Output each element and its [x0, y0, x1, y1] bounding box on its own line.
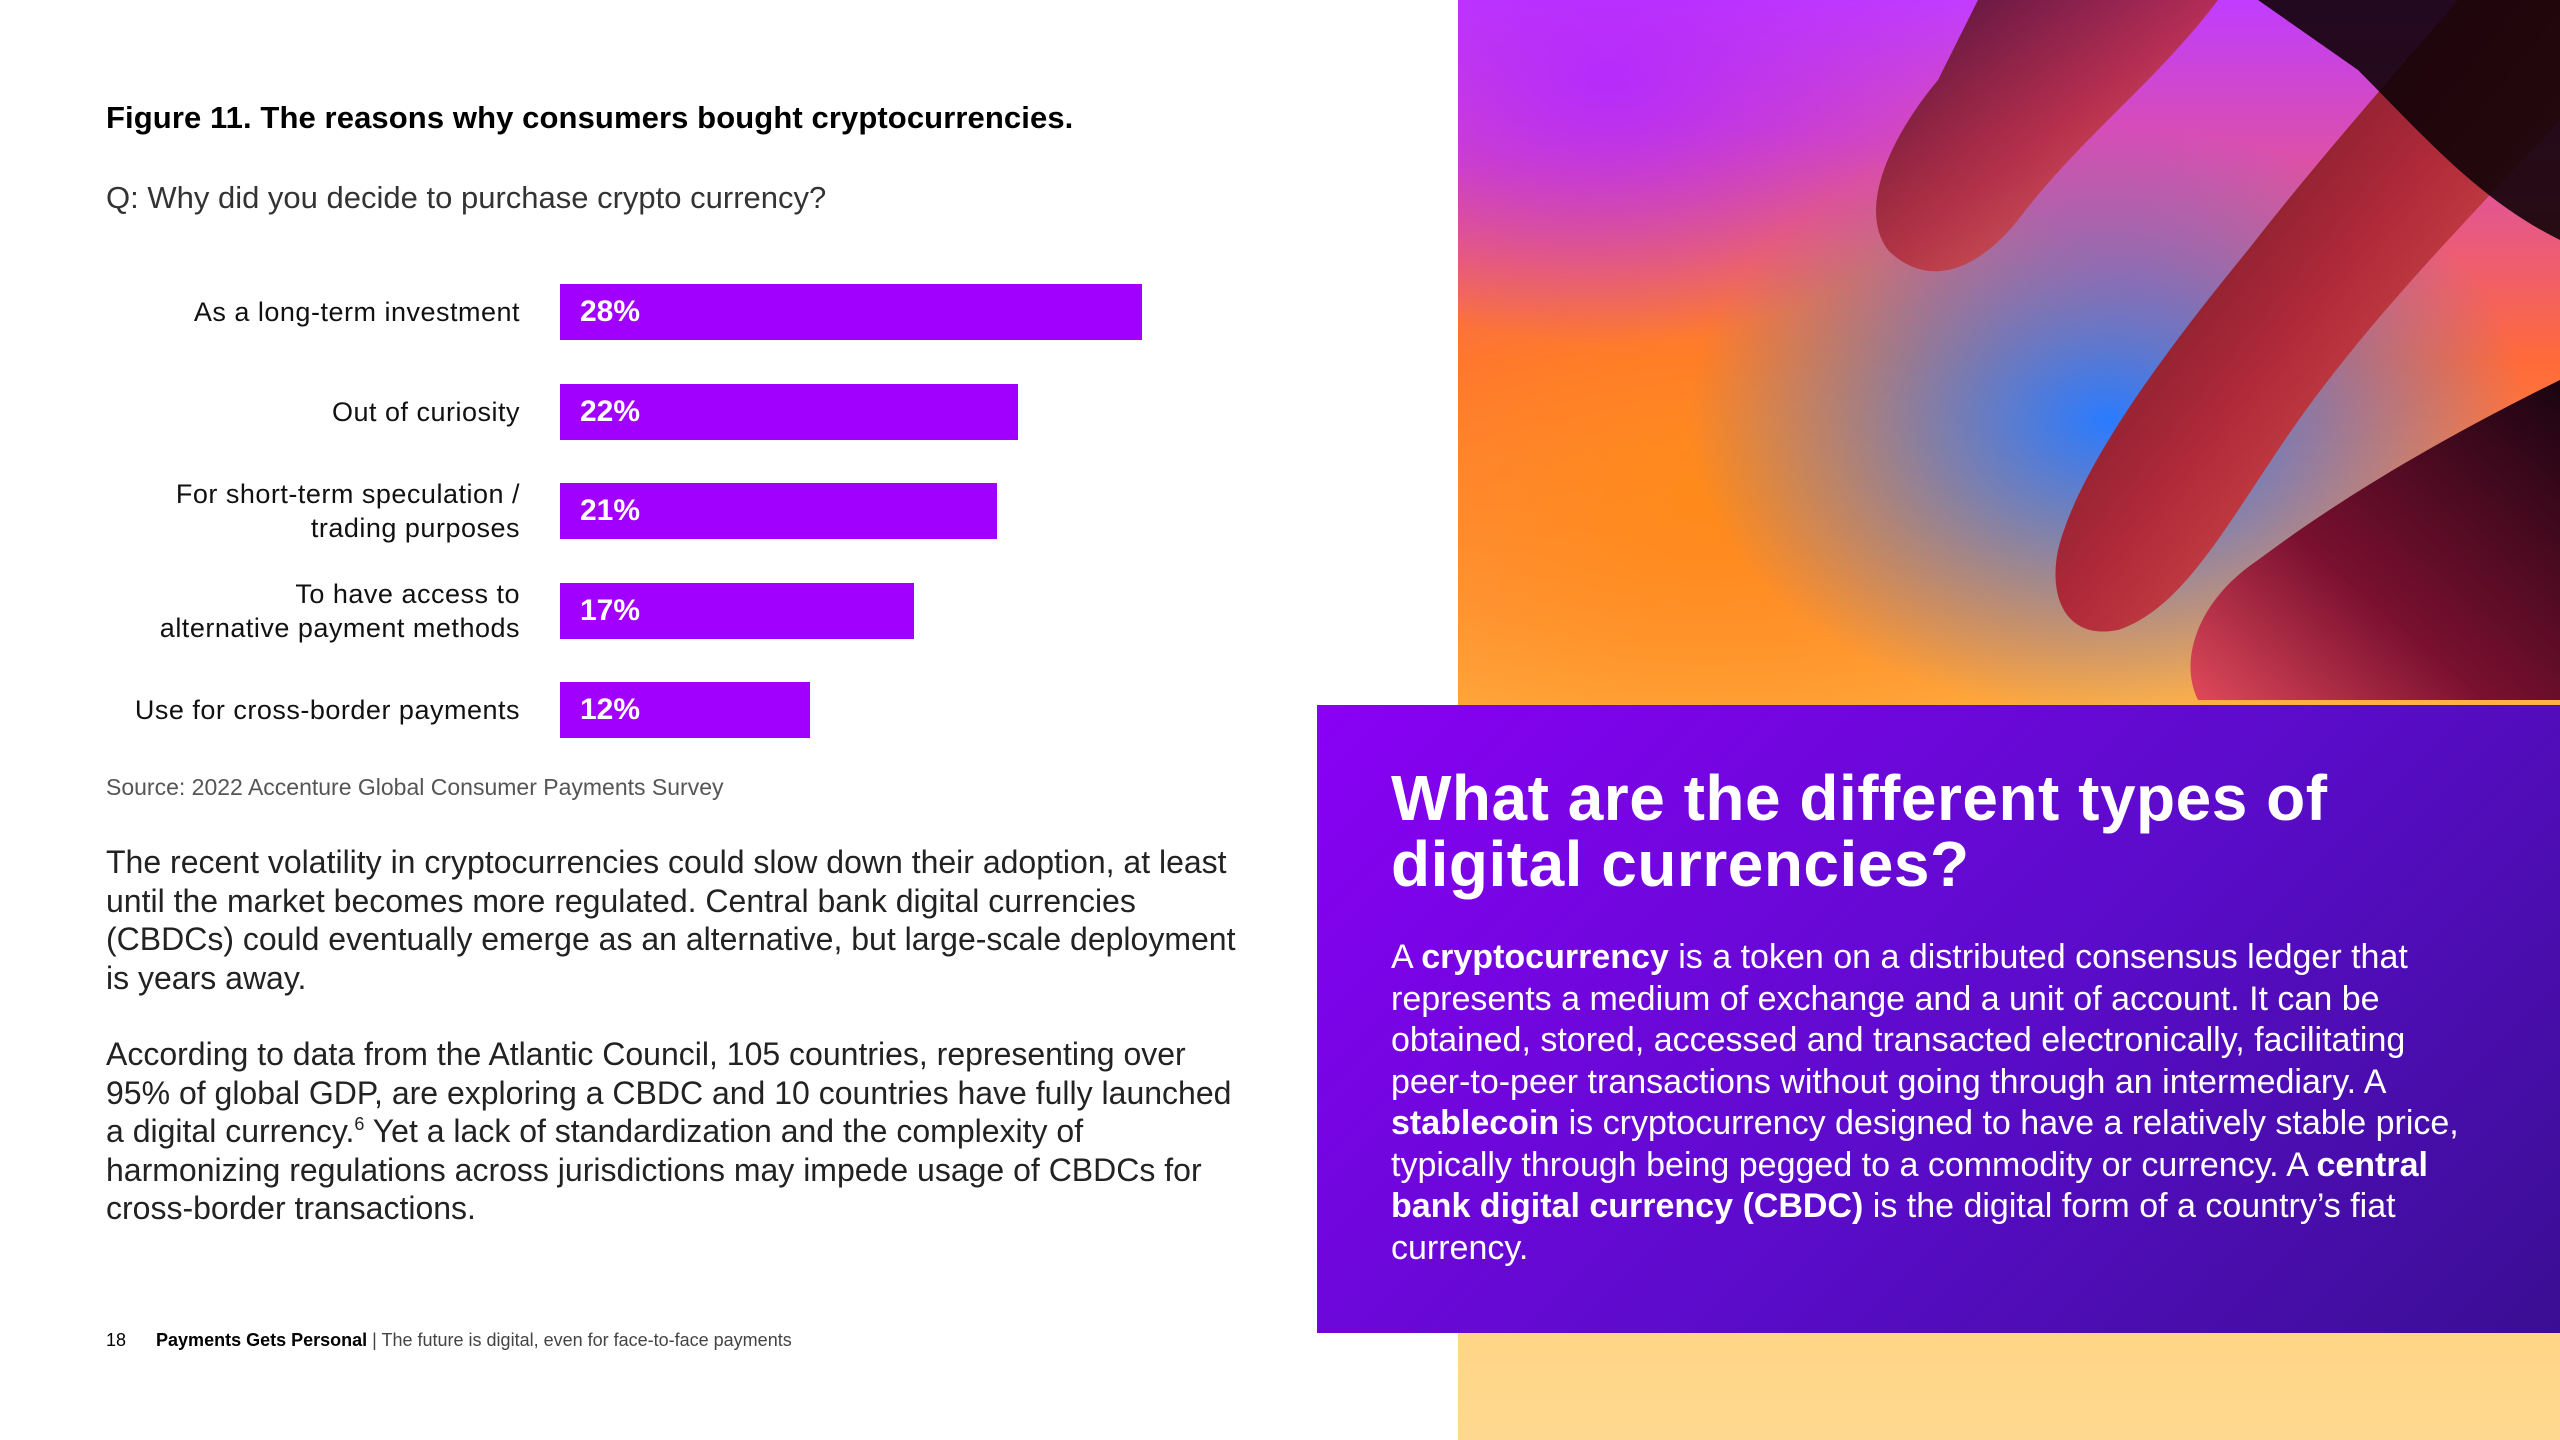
publication-title: Payments Gets Personal [156, 1330, 368, 1350]
page-footer: 18 Payments Gets Personal | The future is… [106, 1330, 792, 1351]
bar [560, 483, 997, 539]
bar [560, 383, 1018, 440]
bar-value-label: 17% [580, 593, 641, 627]
body-paragraph-1: The recent volatility in cryptocurrencie… [106, 844, 1236, 996]
footnote-marker: 6 [354, 1114, 365, 1134]
figure-title: Figure 11. The reasons why consumers bou… [106, 100, 1074, 135]
info-text-seg-4: is the digital form of a country’s fiat … [1391, 1187, 2396, 1267]
footer-separator: | [367, 1330, 382, 1350]
bar-row: For short-term speculation / trading purp… [0, 479, 1240, 543]
publication-subtitle: The future is digital, even for face-to-… [381, 1330, 792, 1350]
bar-row: As a long-term investment 28% [0, 284, 1240, 340]
paragraph-2-text-before: According to data from the Atlantic Coun… [106, 1036, 1232, 1149]
bar-category-label: Out of curiosity [331, 396, 520, 427]
bar-chart: As a long-term investment 28% Out of curio… [0, 270, 1240, 750]
bar-category-label: Use for cross-border payments [134, 695, 520, 725]
bar-category-label: To have access to alternative payment met… [159, 578, 520, 643]
bar [560, 582, 914, 639]
info-text-seg-1: A [1391, 938, 1422, 976]
bar [560, 682, 810, 738]
chart-source: Source: 2022 Accenture Global Consumer P… [106, 774, 724, 800]
bar-value-label: 28% [580, 295, 641, 328]
bar-category-label: For short-term speculation / trading purp… [175, 479, 520, 543]
term-cryptocurrency: cryptocurrency [1421, 938, 1669, 976]
bar-row: Use for cross-border payments 12% [0, 682, 1240, 738]
info-text-seg-3: is cryptocurrency designed to have a rel… [1391, 1104, 2459, 1184]
page-number: 18 [106, 1330, 127, 1350]
bar-row: To have access to alternative payment met… [0, 579, 1240, 643]
hand-silhouette [1876, 0, 2560, 700]
figure-question: Q: Why did you decide to purchase crypto… [106, 180, 827, 215]
bar-category-label: As a long-term investment [193, 297, 520, 327]
digital-currencies-info-box: What are the different types of digital … [1317, 705, 2560, 1333]
bar-value-label: 12% [580, 693, 641, 726]
body-paragraph-2: According to data from the Atlantic Coun… [106, 1035, 1256, 1228]
info-text-seg-2: is a token on a distributed consensus le… [1391, 938, 2408, 1101]
bar-value-label: 22% [580, 394, 641, 428]
bar [560, 284, 1143, 340]
paragraph-2-text-after: Yet a lack of standardization and the co… [106, 1113, 1202, 1226]
term-stablecoin: stablecoin [1391, 1104, 1560, 1142]
bar-row: Out of curiosity 22% [0, 383, 1240, 440]
bar-value-label: 21% [580, 494, 641, 527]
term-cbdc: central bank digital currency (CBDC) [1391, 1145, 2428, 1226]
info-box-title: What are the different types of digital … [1391, 762, 2328, 900]
info-box-text: A cryptocurrency is a token on a distrib… [1391, 937, 2491, 1269]
